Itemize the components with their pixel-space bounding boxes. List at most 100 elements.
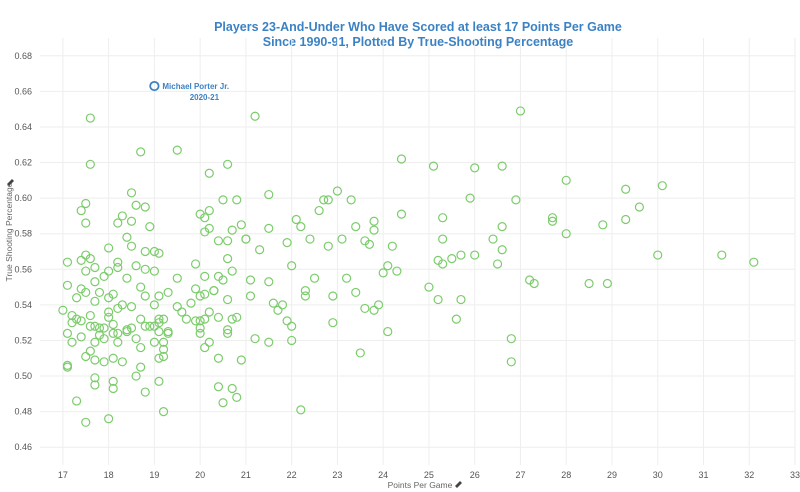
data-point — [300, 286, 310, 296]
data-point — [218, 398, 228, 408]
data-point — [245, 275, 256, 285]
x-axis: 17 18 19 20 21 22 23 24 25 26 27 28 29 30 31 32 33 — [58, 470, 800, 480]
y-tick-label: 0.48 — [14, 407, 32, 417]
data-point — [287, 261, 297, 271]
data-point — [511, 195, 521, 205]
grid — [40, 38, 796, 465]
data-point — [245, 291, 256, 301]
data-point — [163, 287, 173, 298]
data-point — [108, 328, 118, 338]
data-point — [515, 106, 526, 116]
data-point — [195, 328, 205, 338]
data-point — [172, 273, 182, 283]
data-point — [621, 184, 631, 194]
data-point — [200, 314, 210, 324]
data-point — [117, 357, 127, 367]
data-point — [145, 321, 155, 331]
data-point — [172, 302, 182, 312]
data-point — [383, 326, 393, 337]
data-point — [181, 314, 192, 324]
data-point — [126, 216, 137, 226]
data-point — [223, 328, 233, 338]
y-tick-label: 0.52 — [14, 335, 32, 345]
data-point — [172, 145, 182, 155]
data-point — [291, 214, 301, 225]
data-point — [154, 248, 164, 258]
y-tick-label: 0.64 — [14, 122, 32, 132]
data-point — [351, 221, 361, 232]
data-point — [62, 257, 73, 267]
data-point — [497, 221, 507, 232]
data-point — [94, 287, 105, 298]
data-point — [140, 202, 150, 212]
data-point — [140, 321, 150, 331]
data-point — [113, 328, 123, 338]
data-point — [117, 300, 127, 310]
data-point — [90, 373, 100, 383]
data-point — [717, 250, 727, 260]
data-point — [200, 342, 210, 353]
data-point — [136, 147, 146, 157]
data-point — [227, 383, 237, 394]
data-point — [223, 159, 233, 169]
data-point — [104, 414, 114, 424]
data-point — [396, 154, 407, 164]
data-point — [296, 221, 306, 232]
data-point — [282, 238, 292, 248]
highlight-name-label: Michael Porter Jr. — [162, 82, 229, 91]
x-tick-label: 27 — [515, 470, 525, 480]
data-point — [94, 323, 105, 333]
data-point — [602, 278, 612, 289]
x-tick-label: 18 — [104, 470, 114, 480]
data-point — [85, 159, 95, 169]
data-point — [90, 355, 100, 365]
data-point — [451, 314, 461, 324]
data-point — [396, 209, 407, 219]
data-point — [58, 305, 68, 315]
chart-title-line1: Players 23-And-Under Who Have Scored at … — [214, 20, 622, 34]
data-point — [465, 193, 475, 203]
data-point — [81, 287, 91, 298]
data-point — [598, 220, 608, 230]
data-point — [232, 392, 242, 402]
data-point — [136, 314, 146, 324]
data-point — [351, 287, 361, 298]
data-point — [506, 334, 516, 344]
data-point — [104, 266, 114, 276]
data-point — [113, 257, 123, 267]
highlight-point — [149, 80, 160, 92]
data-point — [72, 314, 82, 324]
data-point — [392, 266, 402, 276]
data-point — [287, 335, 297, 346]
x-tick-label: 23 — [332, 470, 342, 480]
data-point — [264, 277, 274, 287]
data-point — [158, 314, 169, 324]
data-point — [287, 321, 297, 331]
y-axis-label: True Shooting Percentage — [4, 182, 14, 281]
data-point — [268, 298, 278, 308]
data-point — [108, 319, 118, 330]
data-point — [204, 223, 214, 233]
data-point — [561, 175, 571, 185]
data-point — [85, 321, 95, 331]
data-point — [378, 268, 388, 278]
data-point — [264, 337, 274, 347]
data-point — [447, 254, 457, 264]
data-point — [227, 266, 237, 276]
data-point — [76, 332, 86, 342]
data-point — [300, 291, 310, 301]
data-point — [223, 254, 233, 264]
data-point — [218, 195, 228, 205]
data-point — [488, 234, 498, 244]
data-point — [323, 241, 333, 251]
data-point — [81, 351, 91, 362]
data-point — [126, 241, 137, 251]
data-point — [99, 357, 109, 367]
data-point — [122, 232, 132, 242]
data-point — [369, 216, 379, 226]
data-point — [204, 205, 214, 216]
x-tick-label: 22 — [287, 470, 297, 480]
data-point — [136, 342, 146, 353]
x-axis-label: Points Per Game — [388, 480, 453, 490]
